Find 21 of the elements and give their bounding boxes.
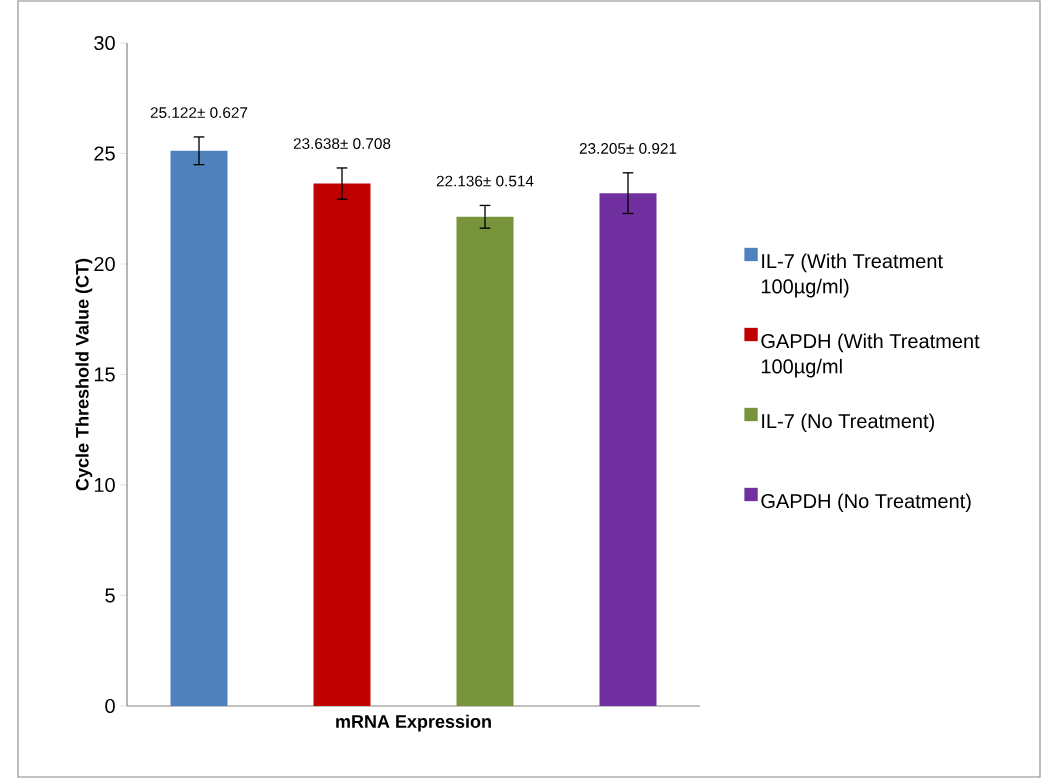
data-label: 25.122± 0.627 (150, 107, 248, 118)
legend-label: GAPDH (With Treatment 100µg/ml (761, 333, 980, 378)
y-axis-title: Cycle Threshold Value (CT) (75, 258, 93, 491)
bar (599, 193, 657, 706)
data-label: 23.638± 0.708 (293, 138, 391, 150)
y-tick-label: 0 (105, 698, 115, 714)
legend-label: IL-7 (With Treatment 100µg/ml) (761, 253, 943, 298)
bar (170, 150, 228, 706)
y-tick-label: 5 (105, 588, 115, 603)
bar (456, 216, 514, 706)
y-tick-label: 25 (94, 146, 115, 161)
y-tick-label: 10 (94, 477, 115, 493)
data-label: 23.205± 0.921 (579, 143, 677, 154)
x-axis-title: mRNA Expression (336, 714, 491, 732)
bar (313, 183, 371, 706)
y-tick-label: 20 (94, 256, 115, 272)
y-tick-label: 30 (94, 35, 115, 51)
legend-label: IL-7 (No Treatment) (762, 413, 934, 433)
data-label: 22.136± 0.514 (436, 175, 534, 187)
y-tick-label: 15 (94, 367, 115, 382)
legend-label: GAPDH (No Treatment) (761, 493, 971, 513)
